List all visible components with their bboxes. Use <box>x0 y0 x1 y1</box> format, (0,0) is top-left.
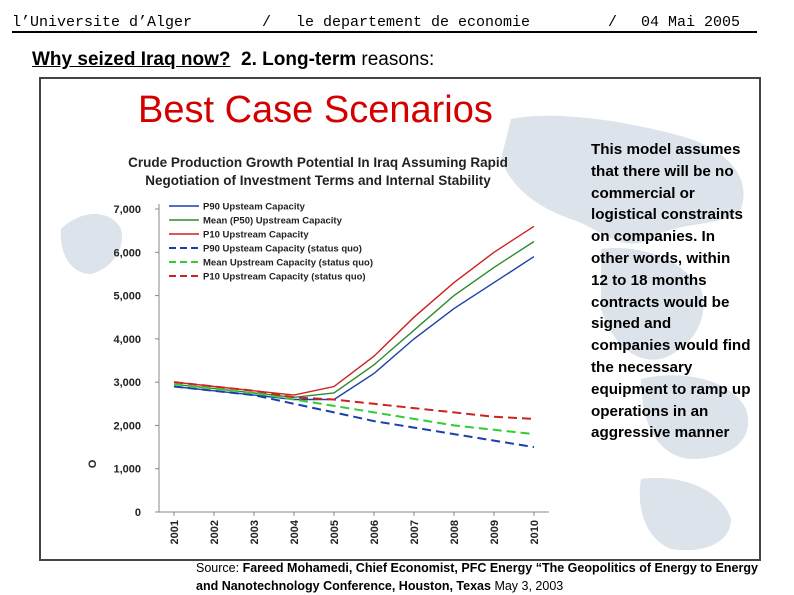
subtitle-rest: reasons: <box>361 49 435 70</box>
source-title: “The Geopolitics of Energy to Energy and… <box>196 561 758 593</box>
legend-label: P10 Upstream Capacity <box>203 230 309 241</box>
x-tick-label: 2004 <box>289 519 301 544</box>
y-tick-label: 6,000 <box>113 247 141 259</box>
series-line <box>173 385 535 449</box>
x-tick-label: 2006 <box>369 520 381 544</box>
y-axis-label: O <box>87 459 99 468</box>
chart-title-line: Negotiation of Investment Terms and Inte… <box>145 173 491 188</box>
subtitle-point: 2. Long-term <box>241 49 357 70</box>
header-department: le departement de economie <box>296 14 531 31</box>
legend-label: Mean (P50) Upstream Capacity <box>203 216 343 227</box>
x-tick-label: 2009 <box>489 520 501 544</box>
legend-label: Mean Upstream Capacity (status quo) <box>203 258 373 269</box>
header-divider <box>12 31 757 33</box>
legend-label: P90 Upsteam Capacity (status quo) <box>203 244 362 255</box>
legend-label: P10 Upstream Capacity (status quo) <box>203 272 366 283</box>
x-tick-label: 2003 <box>249 520 261 544</box>
y-tick-label: 4,000 <box>113 334 141 346</box>
source-author: Fareed Mohamedi, Chief Economist, PFC En… <box>242 561 533 575</box>
x-tick-label: 2007 <box>409 520 421 544</box>
x-tick-label: 2008 <box>449 520 461 544</box>
y-tick-label: 2,000 <box>113 420 141 432</box>
header-separator: / <box>262 14 272 31</box>
chart-title-line: Crude Production Growth Potential In Ira… <box>128 155 508 170</box>
header-separator: / <box>608 14 618 31</box>
series-line <box>173 383 535 436</box>
source-place: , Houston, Texas <box>391 579 491 593</box>
world-map-background <box>60 115 749 551</box>
model-note: This model assumes that there will be no… <box>591 141 751 442</box>
y-tick-label: 1,000 <box>113 464 141 476</box>
y-tick-label: 5,000 <box>113 291 141 303</box>
y-tick-label: 3,000 <box>113 377 141 389</box>
source-citation: Source: Fareed Mohamedi, Chief Economist… <box>196 559 776 595</box>
x-tick-label: 2005 <box>329 520 341 544</box>
x-tick-label: 2002 <box>209 520 221 544</box>
slide-panel: Best Case Scenarios Crude Production Gro… <box>39 77 761 561</box>
header-institution: l’Universite d’Alger <box>12 14 193 31</box>
x-tick-label: 2001 <box>169 520 181 544</box>
source-label: Source: <box>196 561 240 575</box>
production-chart: Crude Production Growth Potential In Ira… <box>87 155 549 544</box>
legend-label: P90 Upsteam Capacity <box>203 202 306 213</box>
y-tick-label: 0 <box>135 507 141 519</box>
header-date: 04 Mai 2005 <box>641 14 741 31</box>
scenario-heading: Best Case Scenarios <box>138 89 493 131</box>
slide-subtitle: Why seized Iraq now? 2. Long-term reason… <box>32 49 434 71</box>
x-tick-label: 2010 <box>529 520 541 544</box>
subtitle-question: Why seized Iraq now? <box>32 49 231 70</box>
source-date: May 3, 2003 <box>494 579 564 593</box>
series-line <box>173 381 535 420</box>
y-tick-label: 7,000 <box>113 204 141 216</box>
